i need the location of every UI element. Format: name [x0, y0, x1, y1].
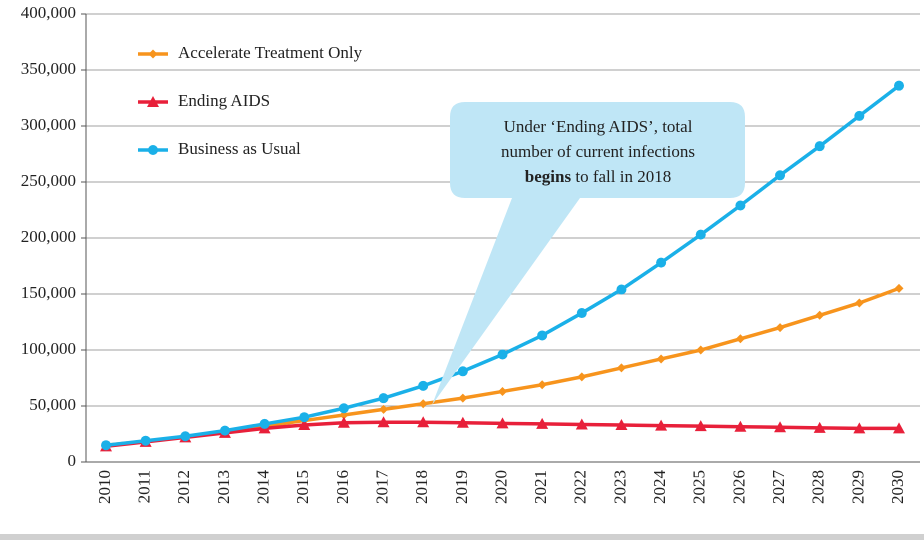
- point: [814, 141, 825, 152]
- y-tick-label: 350,000: [21, 59, 76, 78]
- point: [893, 422, 905, 434]
- point: [219, 425, 230, 436]
- point: [655, 419, 668, 431]
- point: [180, 431, 191, 442]
- point: [458, 393, 468, 403]
- x-tick-label: 2020: [491, 470, 510, 504]
- y-tick-label: 150,000: [21, 283, 76, 302]
- point: [337, 416, 350, 428]
- point: [615, 419, 628, 431]
- point: [147, 96, 159, 107]
- y-tick-label: 0: [68, 451, 77, 470]
- x-tick-label: 2027: [769, 470, 788, 505]
- point: [101, 440, 111, 451]
- x-tick-label: 2015: [293, 470, 312, 504]
- point: [696, 345, 706, 355]
- point: [299, 412, 310, 423]
- point: [339, 410, 349, 420]
- point: [259, 418, 270, 429]
- point: [616, 284, 627, 295]
- x-tick-label: 2030: [888, 470, 907, 504]
- point: [616, 363, 626, 373]
- point: [298, 419, 311, 431]
- point: [338, 403, 349, 414]
- x-tick-label: 2024: [650, 470, 669, 505]
- point: [656, 257, 667, 268]
- point: [456, 416, 469, 428]
- point: [656, 354, 666, 364]
- point: [536, 417, 549, 429]
- point: [496, 417, 509, 429]
- callout-box: [432, 102, 745, 405]
- point: [775, 323, 785, 333]
- x-tick-label: 2028: [809, 470, 828, 504]
- point: [695, 229, 706, 240]
- point: [148, 145, 158, 155]
- x-tick-label: 2025: [690, 470, 709, 504]
- point: [148, 49, 158, 59]
- y-tick-label: 100,000: [21, 339, 76, 358]
- x-tick-label: 2019: [452, 470, 471, 504]
- x-tick-label: 2011: [135, 470, 154, 503]
- x-tick-label: 2010: [95, 470, 114, 504]
- point: [379, 404, 389, 414]
- point: [774, 421, 787, 433]
- point: [694, 420, 707, 432]
- point: [498, 386, 507, 396]
- y-tick-label: 400,000: [21, 3, 76, 22]
- annotation-line: begins to fall in 2018: [525, 167, 671, 186]
- legend-label: Business as Usual: [178, 139, 301, 158]
- y-tick-label: 50,000: [29, 395, 76, 414]
- point: [815, 310, 825, 320]
- x-tick-label: 2016: [333, 470, 352, 504]
- legend-label: Accelerate Treatment Only: [178, 43, 363, 62]
- callout: Under ‘Ending AIDS’, total number of cur…: [432, 102, 745, 405]
- point: [140, 435, 151, 446]
- point: [894, 80, 904, 91]
- x-tick-label: 2012: [174, 470, 193, 504]
- point: [735, 334, 745, 344]
- point: [854, 110, 865, 121]
- point: [377, 416, 390, 428]
- annotation-bold: begins: [525, 167, 572, 186]
- point: [378, 393, 389, 404]
- x-tick-label: 2017: [372, 470, 391, 505]
- point: [417, 416, 430, 428]
- annotation-rest: to fall in 2018: [575, 167, 671, 186]
- x-tick-label: 2013: [214, 470, 233, 504]
- x-tick-label: 2014: [254, 470, 273, 505]
- point: [575, 418, 588, 430]
- point: [734, 420, 747, 432]
- y-tick-label: 300,000: [21, 115, 76, 134]
- point: [813, 421, 826, 433]
- point: [854, 298, 864, 308]
- point: [418, 399, 428, 409]
- point: [537, 380, 547, 390]
- point: [576, 308, 587, 319]
- y-tick-label: 250,000: [21, 171, 76, 190]
- point: [577, 372, 587, 382]
- annotation-line: number of current infections: [501, 142, 695, 161]
- point: [735, 200, 746, 211]
- point: [853, 422, 866, 434]
- x-tick-label: 2021: [531, 470, 550, 504]
- bottom-bar: [0, 534, 924, 540]
- legend-label: Ending AIDS: [178, 91, 270, 110]
- point: [537, 330, 548, 341]
- point: [497, 349, 508, 360]
- y-tick-label: 200,000: [21, 227, 76, 246]
- x-tick-label: 2018: [412, 470, 431, 504]
- x-tick-label: 2022: [571, 470, 590, 504]
- point: [775, 170, 786, 181]
- x-tick-label: 2026: [729, 470, 748, 504]
- point: [894, 283, 904, 293]
- point: [418, 380, 429, 391]
- x-tick-label: 2029: [848, 470, 867, 504]
- annotation-line: Under ‘Ending AIDS’, total: [504, 117, 693, 136]
- x-tick-label: 2023: [610, 470, 629, 504]
- point: [457, 366, 468, 377]
